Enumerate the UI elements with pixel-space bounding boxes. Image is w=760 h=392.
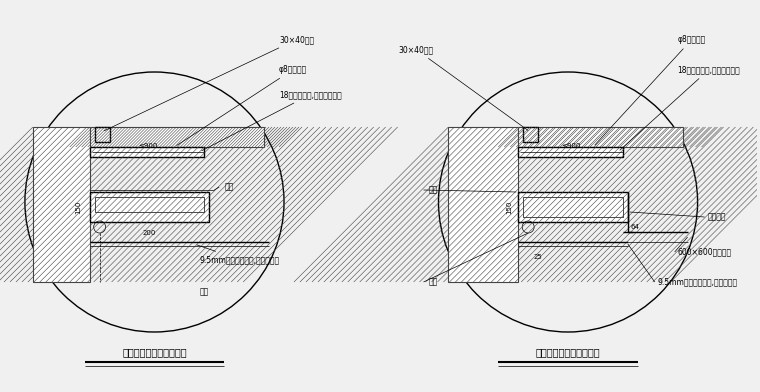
Bar <box>90 127 264 147</box>
Text: 600×600矿棉音板: 600×600矿棉音板 <box>678 247 732 256</box>
Bar <box>518 147 623 157</box>
Text: 滑道: 滑道 <box>224 183 233 192</box>
Bar <box>518 192 628 222</box>
Bar <box>90 127 264 147</box>
Text: 64: 64 <box>631 224 640 230</box>
Text: 9.5mm厚石膏板吊顶,白色乳胶漆: 9.5mm厚石膏板吊顶,白色乳胶漆 <box>197 245 280 264</box>
Bar <box>523 197 623 217</box>
Bar <box>33 127 90 282</box>
Text: 18厚细木工板,防腐防火处理: 18厚细木工板,防腐防火处理 <box>620 65 740 150</box>
Text: 轻钢龙骨: 轻钢龙骨 <box>708 212 726 221</box>
Text: 石膏板吊顶窗帘盒剖面图: 石膏板吊顶窗帘盒剖面图 <box>122 347 187 357</box>
Text: ≤900: ≤900 <box>138 143 157 149</box>
Text: 30×40木方: 30×40木方 <box>104 35 314 131</box>
Bar <box>95 197 204 212</box>
Text: 滑道: 滑道 <box>429 185 438 194</box>
Bar <box>90 147 204 157</box>
Text: 150: 150 <box>76 200 82 214</box>
Bar <box>33 127 90 282</box>
Text: 窗帘: 窗帘 <box>199 287 208 296</box>
Bar <box>518 127 682 147</box>
Text: ≤900: ≤900 <box>561 143 580 149</box>
Text: 30×40木方: 30×40木方 <box>398 45 528 131</box>
Text: φ8镀锌吊杆: φ8镀锌吊杆 <box>595 35 706 145</box>
Bar <box>448 127 518 282</box>
Text: 9.5mm厚石膏板吊顶,白色乳胶漆: 9.5mm厚石膏板吊顶,白色乳胶漆 <box>657 278 738 287</box>
Bar <box>95 127 109 142</box>
Text: 25: 25 <box>534 254 543 260</box>
Bar <box>518 127 682 147</box>
Text: 窗帘: 窗帘 <box>429 278 438 287</box>
Bar <box>90 192 209 222</box>
Text: 150: 150 <box>506 200 512 214</box>
Bar <box>523 127 538 142</box>
Text: 矿棉板吊顶窗帘盒剖面图: 矿棉板吊顶窗帘盒剖面图 <box>536 347 600 357</box>
Bar <box>448 127 518 282</box>
Text: 200: 200 <box>143 230 156 236</box>
Text: 18厚细木工板,防腐防火处理: 18厚细木工板,防腐防火处理 <box>201 90 342 151</box>
Text: φ8镀锌吊杆: φ8镀锌吊杆 <box>177 65 307 145</box>
